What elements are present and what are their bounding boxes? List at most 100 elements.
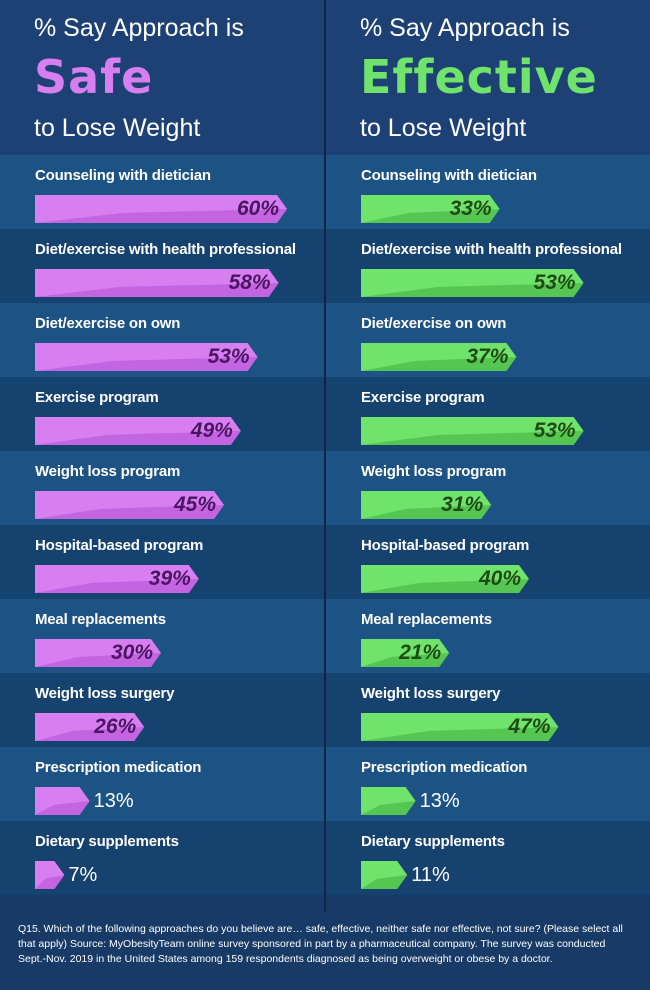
safe-row: Diet/exercise with health professional 58… bbox=[0, 229, 324, 303]
footnote-text: Q15. Which of the following approaches d… bbox=[18, 923, 623, 965]
bar-shade bbox=[35, 727, 145, 741]
bar-shade bbox=[35, 579, 199, 593]
safe-row: Diet/exercise on own 53% bbox=[0, 303, 324, 377]
safe-bar-wrapper bbox=[35, 713, 145, 741]
bar-shade bbox=[35, 505, 224, 519]
effective-bar-wrapper bbox=[361, 195, 500, 223]
bar-shade bbox=[361, 209, 500, 223]
category-label: Counseling with dietician bbox=[361, 167, 537, 184]
value-label: 53% bbox=[533, 419, 576, 442]
effective-row: Diet/exercise on own 37% bbox=[326, 303, 650, 377]
effective-row: Weight loss program 31% bbox=[326, 451, 650, 525]
bar-shade bbox=[361, 801, 416, 815]
effective-bar-wrapper bbox=[361, 787, 416, 815]
effective-bar-wrapper bbox=[361, 713, 559, 741]
category-label: Weight loss surgery bbox=[35, 685, 175, 702]
effective-bar-wrapper bbox=[361, 565, 529, 593]
value-label: 58% bbox=[228, 271, 271, 294]
effective-bar-wrapper bbox=[361, 639, 450, 667]
effective-row: Meal replacements 21% bbox=[326, 599, 650, 673]
safe-bar-wrapper bbox=[35, 195, 287, 223]
safe-bar-wrapper bbox=[35, 565, 199, 593]
bar-shade bbox=[361, 431, 584, 445]
value-label: 45% bbox=[173, 493, 216, 516]
category-label: Prescription medication bbox=[361, 759, 528, 776]
safe-header-keyword: Safe bbox=[34, 50, 154, 104]
bar-shade bbox=[361, 283, 584, 297]
value-label: 49% bbox=[190, 419, 233, 442]
bar-shade bbox=[35, 283, 279, 297]
safe-column: % Say Approach is Safe to Lose Weight Co… bbox=[0, 0, 324, 912]
safe-bar-wrapper bbox=[35, 491, 224, 519]
value-label: 53% bbox=[207, 345, 250, 368]
value-label: 40% bbox=[478, 567, 521, 590]
category-label: Dietary supplements bbox=[35, 833, 179, 850]
safe-row: Dietary supplements 7% bbox=[0, 821, 324, 895]
safe-bar-wrapper bbox=[35, 269, 279, 297]
bar-shade bbox=[35, 875, 65, 889]
value-label: 47% bbox=[508, 715, 551, 738]
bar-shade bbox=[361, 653, 450, 667]
category-label: Weight loss program bbox=[35, 463, 181, 480]
safe-bar-wrapper bbox=[35, 417, 241, 445]
value-label: 39% bbox=[148, 567, 191, 590]
bar-shade bbox=[35, 431, 241, 445]
bar-shade bbox=[361, 875, 408, 889]
safe-bar-wrapper bbox=[35, 787, 90, 815]
bar-shade bbox=[35, 801, 90, 815]
category-label: Diet/exercise on own bbox=[361, 315, 507, 332]
value-label: 33% bbox=[449, 197, 492, 220]
value-label: 11% bbox=[411, 864, 450, 886]
category-label: Weight loss program bbox=[361, 463, 507, 480]
value-label: 21% bbox=[399, 641, 442, 664]
effective-row: Prescription medication 13% bbox=[326, 747, 650, 821]
category-label: Diet/exercise with health professional bbox=[35, 241, 296, 258]
effective-row: Dietary supplements 11% bbox=[326, 821, 650, 895]
bar-shade bbox=[361, 505, 492, 519]
category-label: Exercise program bbox=[35, 389, 159, 406]
safe-row: Exercise program 49% bbox=[0, 377, 324, 451]
safe-row: Meal replacements 30% bbox=[0, 599, 324, 673]
safe-row: Counseling with dietician 60% bbox=[0, 155, 324, 229]
effective-header: % Say Approach is Effective to Lose Weig… bbox=[326, 0, 650, 155]
value-label: 37% bbox=[466, 345, 509, 368]
effective-row: Diet/exercise with health professional 53… bbox=[326, 229, 650, 303]
category-label: Exercise program bbox=[361, 389, 485, 406]
value-label: 26% bbox=[94, 715, 137, 738]
bar-shade bbox=[361, 579, 529, 593]
effective-bar-wrapper bbox=[361, 269, 584, 297]
safe-bar-wrapper bbox=[35, 861, 65, 889]
safe-row: Weight loss program 45% bbox=[0, 451, 324, 525]
value-label: 31% bbox=[441, 493, 484, 516]
value-label: 30% bbox=[110, 641, 153, 664]
effective-row: Weight loss surgery 47% bbox=[326, 673, 650, 747]
survey-footnote: Q15. Which of the following approaches d… bbox=[0, 912, 650, 990]
category-label: Prescription medication bbox=[35, 759, 202, 776]
safe-header-line3: to Lose Weight bbox=[34, 114, 201, 142]
effective-bar-wrapper bbox=[361, 861, 408, 889]
effective-header-keyword: Effective bbox=[360, 50, 598, 104]
effective-header-line3: to Lose Weight bbox=[360, 114, 527, 142]
bar-shade bbox=[35, 357, 258, 371]
value-label: 60% bbox=[236, 197, 279, 220]
category-label: Meal replacements bbox=[35, 611, 166, 628]
effective-row: Hospital-based program 40% bbox=[326, 525, 650, 599]
effective-column: % Say Approach is Effective to Lose Weig… bbox=[326, 0, 650, 912]
safe-header-line1: % Say Approach is bbox=[34, 14, 244, 42]
safe-row: Prescription medication 13% bbox=[0, 747, 324, 821]
effective-row: Counseling with dietician 33% bbox=[326, 155, 650, 229]
safe-bar-wrapper bbox=[35, 343, 258, 371]
column-divider bbox=[324, 0, 326, 912]
bar-shade bbox=[35, 209, 287, 223]
category-label: Diet/exercise on own bbox=[35, 315, 181, 332]
safe-bar-wrapper bbox=[35, 639, 161, 667]
category-label: Dietary supplements bbox=[361, 833, 505, 850]
value-label: 7% bbox=[68, 864, 98, 886]
safe-row: Hospital-based program 39% bbox=[0, 525, 324, 599]
bar-shade bbox=[361, 727, 559, 741]
effective-bar-wrapper bbox=[361, 417, 584, 445]
category-label: Diet/exercise with health professional bbox=[361, 241, 622, 258]
category-label: Hospital-based program bbox=[361, 537, 530, 554]
bar-shade bbox=[361, 357, 517, 371]
category-label: Hospital-based program bbox=[35, 537, 204, 554]
